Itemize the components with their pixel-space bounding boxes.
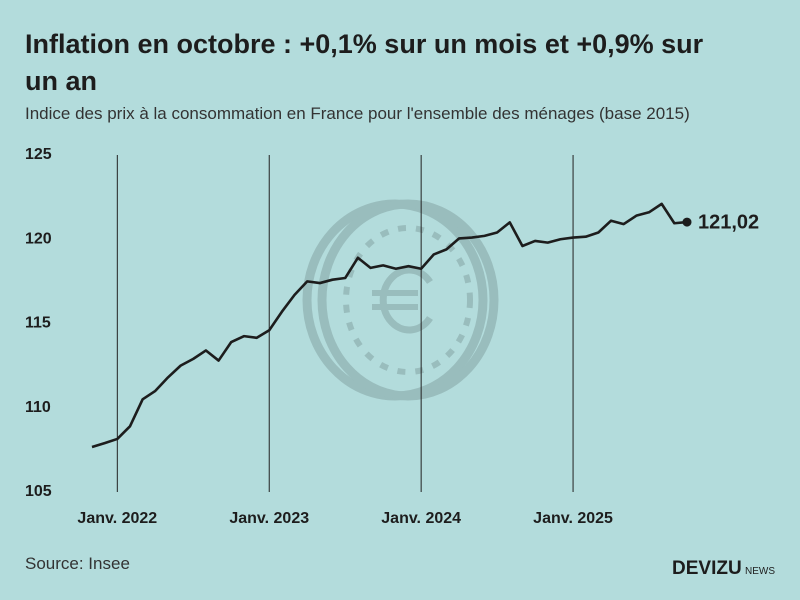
y-tick-label: 125 — [25, 146, 52, 163]
coin-watermark — [302, 199, 499, 401]
brand-suffix: NEWS — [745, 566, 775, 577]
brand: DEVIZU — [672, 558, 742, 579]
data-label: 121,02 — [698, 211, 759, 233]
y-tick-label: 110 — [25, 399, 51, 416]
x-tick-label: Janv. 2023 — [229, 510, 309, 527]
source: Source: Insee — [25, 554, 130, 573]
x-tick-label: Janv. 2022 — [77, 510, 157, 527]
line — [91, 202, 688, 449]
y-tick-label: 115 — [25, 315, 51, 332]
x-tick-label: Janv. 2025 — [533, 510, 613, 527]
x-tick-label: Janv. 2024 — [381, 510, 461, 527]
chart-subtitle: Indice des prix à la consommation en Fra… — [25, 104, 690, 123]
y-tick-label: 105 — [25, 483, 52, 500]
y-tick-label: 120 — [25, 230, 52, 247]
chart-title: Inflation en octobre : +0,1% sur un mois… — [25, 29, 704, 59]
end-point — [682, 217, 692, 227]
chart-title: un an — [25, 66, 97, 96]
